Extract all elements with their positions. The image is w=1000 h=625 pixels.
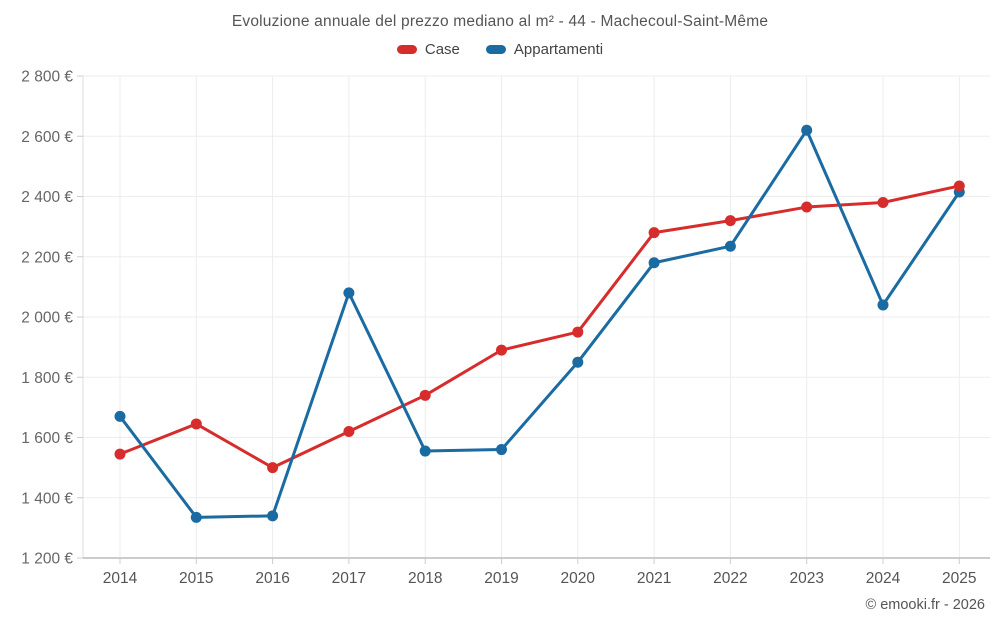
case-series-line bbox=[118, 184, 961, 470]
x-axis-tick-label: 2018 bbox=[408, 570, 442, 587]
appartamenti-data-point[interactable] bbox=[267, 510, 279, 522]
y-axis-tick-label: 1 600 € bbox=[21, 430, 73, 447]
legend-item-appartamenti[interactable]: Appartamenti bbox=[485, 41, 604, 58]
legend-label-case: Case bbox=[424, 41, 460, 58]
x-axis-tick-label: 2023 bbox=[789, 570, 823, 587]
appartamenti-series-swatch-icon bbox=[485, 45, 506, 54]
case-data-point[interactable] bbox=[801, 201, 813, 213]
chart-title: Evoluzione annuale del prezzo mediano al… bbox=[231, 13, 769, 30]
appartamenti-data-point[interactable] bbox=[190, 511, 202, 523]
case-data-point[interactable] bbox=[190, 418, 202, 430]
appartamenti-data-point[interactable] bbox=[801, 124, 813, 136]
case-data-point[interactable] bbox=[877, 197, 889, 209]
appartamenti-data-point[interactable] bbox=[724, 240, 736, 252]
case-data-point[interactable] bbox=[419, 389, 431, 401]
x-axis-tick-label: 2024 bbox=[866, 570, 901, 587]
y-axis-tick-label: 2 000 € bbox=[21, 310, 73, 327]
x-axis-tick-label: 2020 bbox=[561, 570, 596, 587]
y-axis-tick-label: 2 600 € bbox=[21, 129, 73, 146]
copyright-credit: © emooki.fr - 2026 bbox=[865, 597, 985, 613]
legend-item-case[interactable]: Case bbox=[396, 41, 460, 58]
appartamenti-data-point[interactable] bbox=[572, 356, 584, 368]
case-data-point[interactable] bbox=[572, 326, 584, 338]
y-axis-tick-label: 1 200 € bbox=[21, 551, 73, 568]
x-axis-tick-label: 2022 bbox=[713, 570, 747, 587]
y-axis-tick-label: 1 800 € bbox=[21, 370, 73, 387]
case-data-point[interactable] bbox=[496, 344, 507, 356]
case-data-point[interactable] bbox=[648, 227, 660, 239]
x-axis-tick-label: 2014 bbox=[103, 570, 138, 587]
legend-label-appartamenti: Appartamenti bbox=[513, 41, 604, 58]
appartamenti-data-point[interactable] bbox=[114, 410, 126, 422]
x-axis-tick-label: 2021 bbox=[637, 570, 671, 587]
x-axis-tick-label: 2019 bbox=[484, 570, 518, 587]
case-data-point[interactable] bbox=[114, 448, 126, 460]
y-axis-tick-label: 2 800 € bbox=[21, 69, 73, 86]
case-data-point[interactable] bbox=[953, 180, 965, 192]
chart-legend: Case Appartamenti bbox=[0, 41, 1000, 58]
y-axis-tick-label: 2 400 € bbox=[21, 189, 73, 206]
y-axis-tick-label: 1 400 € bbox=[21, 490, 73, 507]
x-axis-tick-label: 2015 bbox=[179, 570, 213, 587]
case-data-point[interactable] bbox=[267, 462, 279, 474]
appartamenti-series-line bbox=[118, 128, 961, 519]
appartamenti-data-point[interactable] bbox=[877, 299, 889, 311]
case-series-swatch-icon bbox=[396, 45, 417, 54]
appartamenti-data-point[interactable] bbox=[419, 445, 431, 457]
appartamenti-data-point[interactable] bbox=[648, 257, 660, 269]
x-axis-tick-label: 2016 bbox=[255, 570, 289, 587]
x-axis-tick-label: 2017 bbox=[332, 570, 366, 587]
x-axis-tick-label: 2025 bbox=[942, 570, 976, 587]
appartamenti-data-point[interactable] bbox=[343, 287, 355, 299]
case-data-point[interactable] bbox=[343, 425, 355, 437]
y-axis-tick-label: 2 200 € bbox=[21, 249, 73, 266]
case-data-point[interactable] bbox=[724, 215, 736, 227]
appartamenti-data-point[interactable] bbox=[496, 444, 507, 456]
